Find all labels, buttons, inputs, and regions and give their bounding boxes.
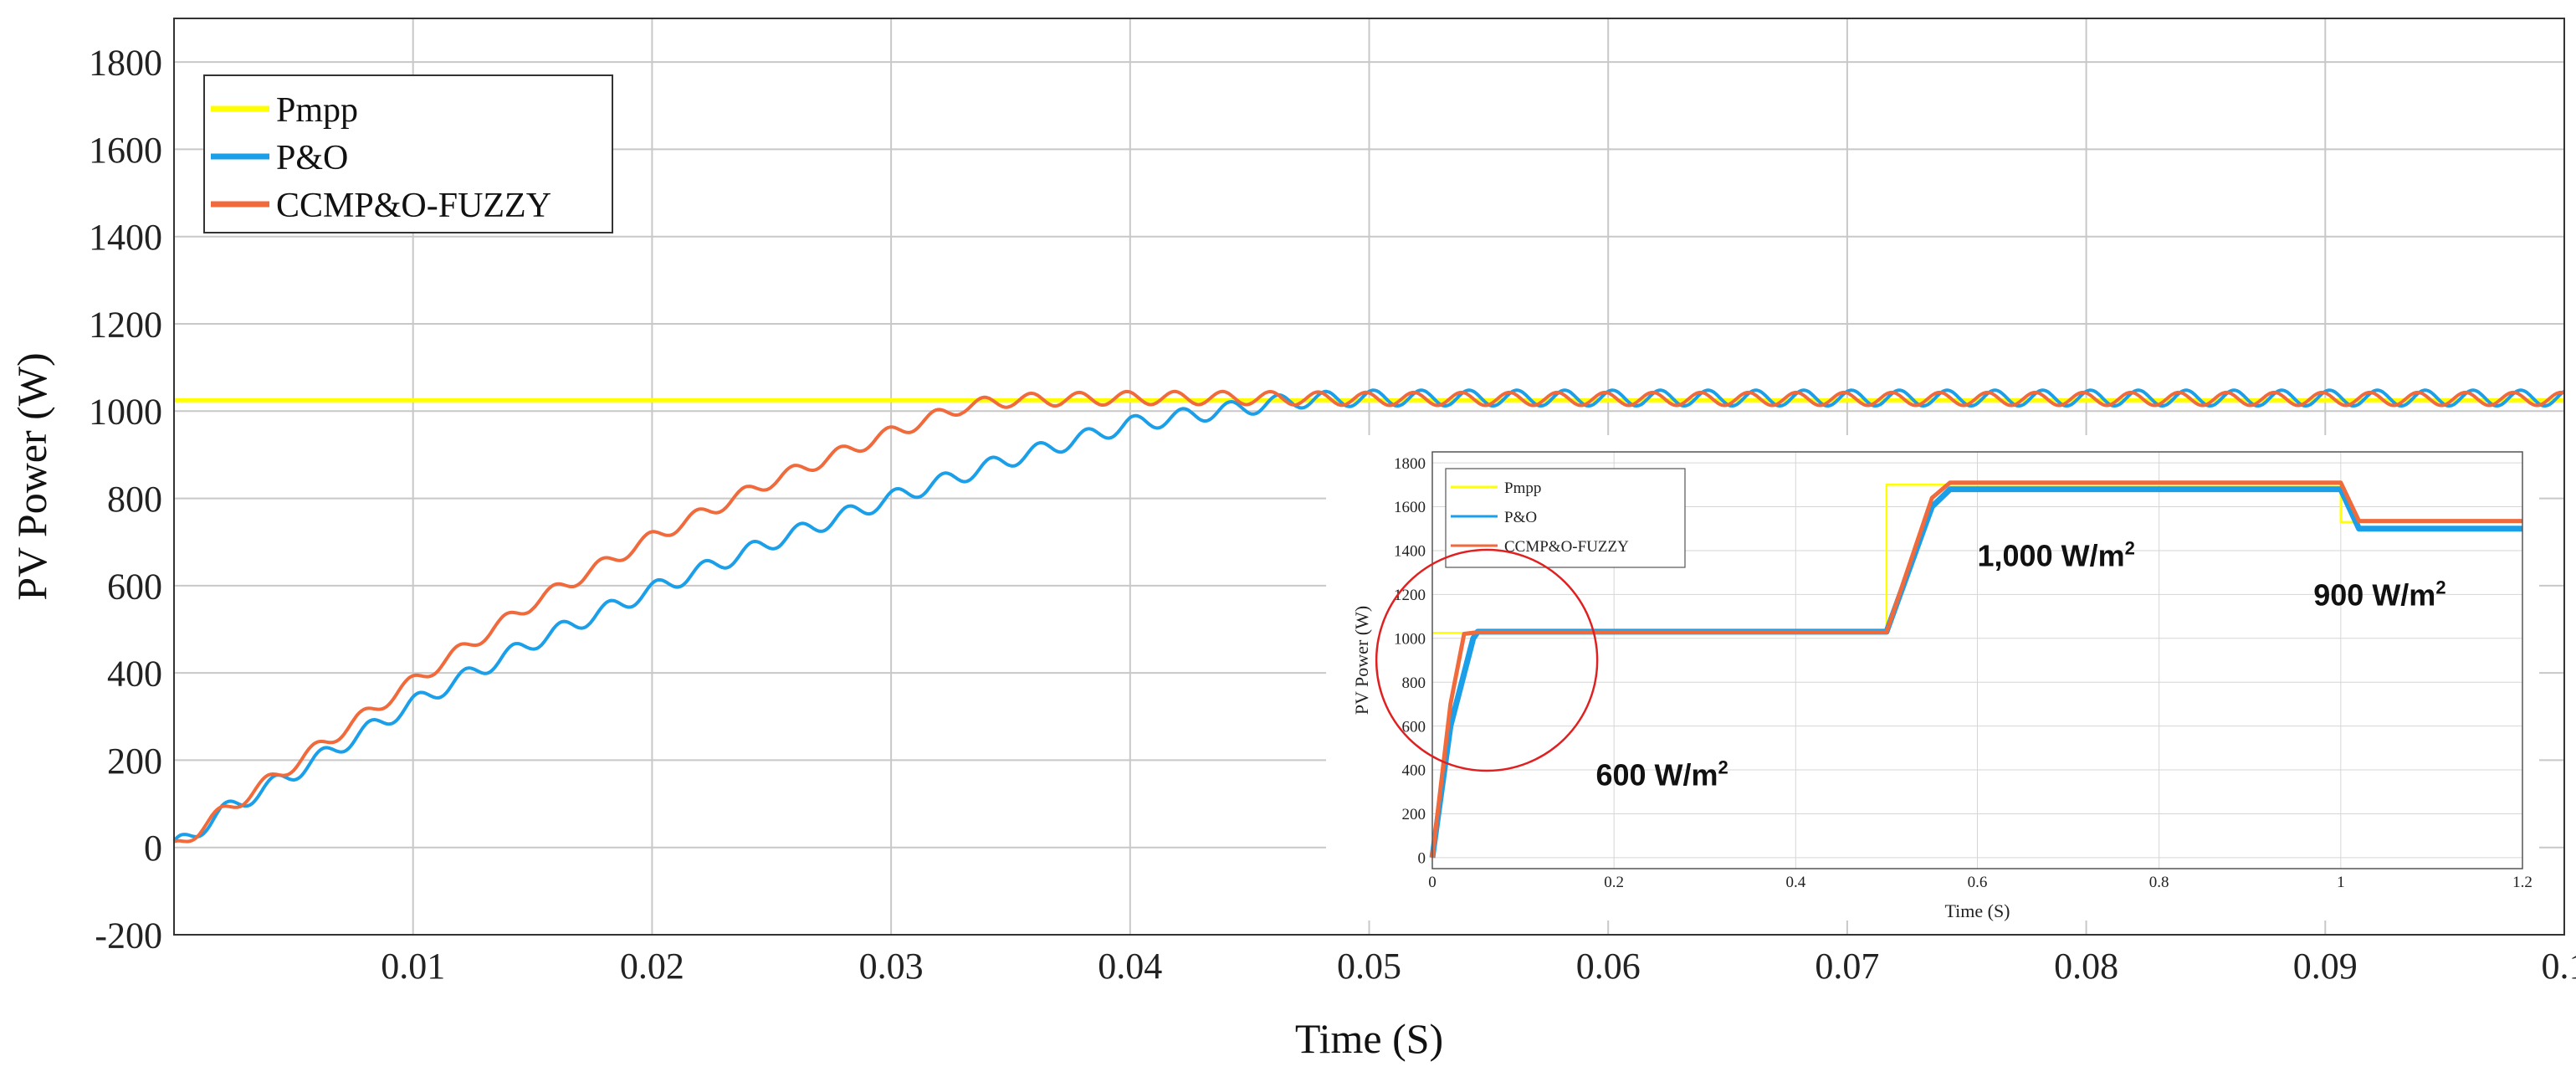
highlight-circle xyxy=(1375,548,1599,772)
inset-legend-label-ccmpo-fuzzy: CCMP&O-FUZZY xyxy=(1504,538,1629,556)
inset-legend: Pmpp P&O CCMP&O-FUZZY xyxy=(1445,468,1686,568)
x-tick-label: 0.03 xyxy=(859,946,924,987)
x-tick-label: 1.2 xyxy=(2512,874,2532,891)
x-tick-label: 0.8 xyxy=(2149,874,2169,891)
y-tick-label: 1000 xyxy=(89,392,162,433)
x-tick-label: 0.09 xyxy=(2293,946,2358,987)
y-tick-label: 0 xyxy=(144,828,162,869)
y-tick-label: 600 xyxy=(107,566,162,607)
x-tick-label: 0.1 xyxy=(2542,946,2576,987)
y-tick-label: -200 xyxy=(95,915,162,956)
y-tick-label: 1200 xyxy=(89,304,162,345)
main-x-axis-label: Time (S) xyxy=(1295,1015,1443,1062)
x-tick-label: 0.01 xyxy=(381,946,445,987)
y-tick-label: 1600 xyxy=(89,130,162,171)
x-tick-label: 0.06 xyxy=(1576,946,1641,987)
inset-tick-labels: 0 0.2 0.4 0.6 0.8 1 1.202004006008001000120014… xyxy=(1394,455,2532,891)
inset-plot-frame xyxy=(1431,451,2523,869)
main-y-axis-label: PV Power (W) xyxy=(8,352,55,600)
series-line-ccmp-o-fuzzy xyxy=(1430,480,2522,859)
y-tick-label: 1400 xyxy=(1394,543,1426,561)
legend-label-ccmpo-fuzzy: CCMP&O-FUZZY xyxy=(276,187,551,225)
annotation-600-wm2: 600 W/m2 xyxy=(1595,756,1728,792)
x-tick-label: 1 xyxy=(2337,874,2345,891)
legend-label-po: P&O xyxy=(276,139,348,177)
y-tick-label: 200 xyxy=(107,741,162,782)
x-tick-label: 0.02 xyxy=(620,946,684,987)
y-tick-label: 400 xyxy=(1402,762,1426,780)
x-tick-label: 0 xyxy=(1428,874,1437,891)
y-tick-label: 0 xyxy=(1418,850,1426,868)
x-tick-label: 0.08 xyxy=(2054,946,2118,987)
y-tick-label: 400 xyxy=(107,654,162,695)
main-series-group xyxy=(172,388,2566,844)
series-line-ccmp-o-fuzzy xyxy=(173,389,2565,844)
x-tick-label: 0.4 xyxy=(1785,874,1805,891)
inset-x-axis-label: Time (S) xyxy=(1944,900,2010,921)
inset-series-group xyxy=(1429,480,2522,859)
x-tick-label: 0.6 xyxy=(1968,874,1988,891)
x-tick-label: 0.04 xyxy=(1098,946,1162,987)
x-tick-label: 0.05 xyxy=(1337,946,1401,987)
inset-legend-label-po: P&O xyxy=(1504,509,1537,526)
inset-legend-box xyxy=(1445,468,1686,568)
inset-legend-label-pmpp: Pmpp xyxy=(1504,480,1541,497)
inset-y-axis-label: PV Power (W) xyxy=(1351,606,1372,715)
annotation-1000-wm2: 1,000 W/m2 xyxy=(1978,537,2135,572)
y-tick-label: 1800 xyxy=(1394,455,1426,473)
y-tick-label: 600 xyxy=(1402,718,1426,736)
y-tick-label: 200 xyxy=(1402,806,1426,823)
y-tick-label: 1600 xyxy=(1394,499,1426,516)
main-legend-box xyxy=(203,74,613,233)
main-plot-frame xyxy=(173,18,2565,936)
main-legend: Pmpp P&O CCMP&O-FUZZY xyxy=(203,74,613,233)
annotation-900-wm2: 900 W/m2 xyxy=(2313,577,2445,612)
y-tick-label: 1800 xyxy=(89,43,162,84)
x-tick-label: 0.07 xyxy=(1815,946,1879,987)
x-tick-label: 0.2 xyxy=(1604,874,1624,891)
y-tick-label: 800 xyxy=(107,479,162,520)
y-tick-label: 800 xyxy=(1402,674,1426,692)
y-tick-label: 1400 xyxy=(89,217,162,258)
main-tick-labels: 0.01 0.02 0.03 0.04 0.05 0.06 0.07 0.08 0.09 0.1 -… xyxy=(89,43,2576,987)
inset-chart: 0 0.2 0.4 0.6 0.8 1 1.202004006008001000120014… xyxy=(1326,435,2539,921)
y-tick-label: 1000 xyxy=(1394,630,1426,648)
legend-label-pmpp: Pmpp xyxy=(276,91,358,130)
